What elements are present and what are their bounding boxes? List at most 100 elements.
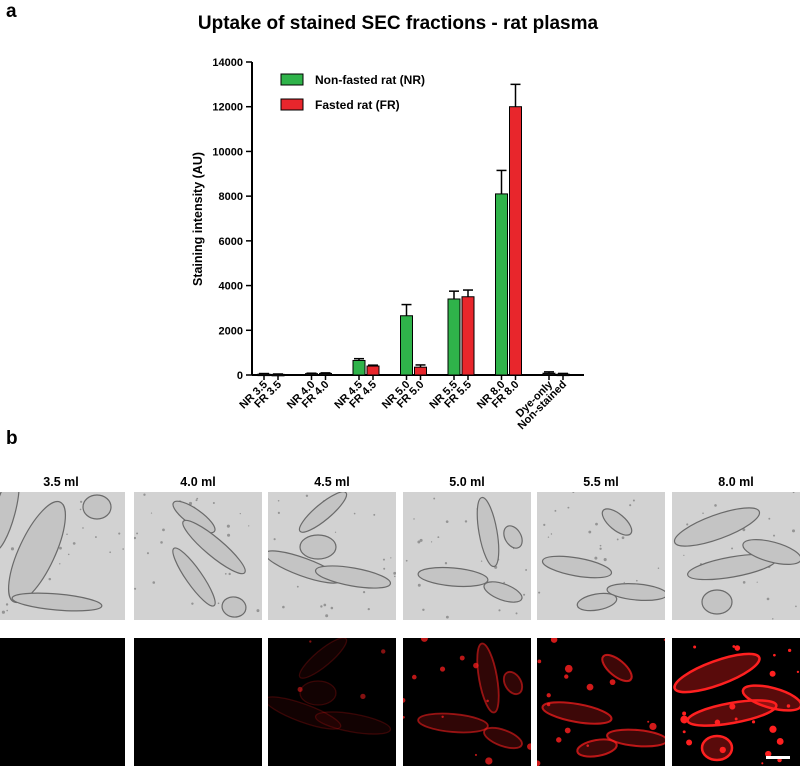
- debris-dot: [5, 603, 9, 606]
- debris-dot: [59, 546, 62, 550]
- fluorescence-drawing: [0, 638, 125, 766]
- debris-dot: [212, 502, 215, 505]
- cell-outline: [673, 507, 761, 547]
- stained-cell: [541, 701, 613, 725]
- stained-particle: [486, 699, 489, 703]
- debris-dot: [444, 562, 448, 565]
- debris-dot: [437, 536, 440, 539]
- debris-dot: [572, 492, 575, 494]
- column-label: 5.0 ml: [449, 475, 485, 489]
- chart-legend: Non-fasted rat (NR) Fasted rat (FR): [280, 73, 425, 112]
- stained-particle: [403, 697, 406, 703]
- chart-title: Uptake of stained SEC fractions - rat pl…: [198, 13, 599, 34]
- column-label: 5.5 ml: [583, 475, 619, 489]
- debris-dot: [405, 559, 408, 562]
- debris-dot: [394, 575, 396, 578]
- debris-dot: [603, 558, 607, 562]
- debris-dot: [515, 612, 518, 615]
- debris-dot: [632, 499, 635, 502]
- debris-dot: [1, 610, 5, 614]
- debris-dot: [503, 581, 506, 584]
- fluorescence-image: [0, 638, 125, 766]
- stained-particle: [732, 645, 736, 648]
- bar: [400, 315, 413, 376]
- stained-cell: [298, 638, 348, 679]
- debris-dot: [134, 536, 137, 540]
- cell-outline: [8, 500, 66, 604]
- debris-dot: [217, 602, 220, 605]
- debris-dot: [122, 548, 124, 550]
- stained-cell: [576, 738, 618, 758]
- debris-dot: [80, 500, 83, 503]
- brightfield-drawing: [134, 493, 260, 618]
- debris-dot: [195, 499, 198, 502]
- y-tick-label: 8000: [219, 191, 243, 203]
- debris-dot: [118, 532, 121, 535]
- debris-dot: [433, 497, 436, 500]
- debris-dot: [10, 547, 15, 551]
- legend-label: Fasted rat (FR): [315, 98, 400, 112]
- stained-particle: [527, 743, 531, 750]
- stained-particle: [787, 648, 792, 653]
- stained-cell: [741, 684, 800, 712]
- cell-outline: [299, 534, 337, 560]
- debris-dot: [109, 551, 112, 554]
- debris-dot: [742, 581, 746, 584]
- debris-dot: [59, 563, 61, 565]
- debris-dot: [196, 497, 199, 500]
- debris-dot: [773, 534, 776, 537]
- stained-particle: [474, 753, 478, 757]
- debris-dot: [550, 533, 553, 535]
- stained-particle: [564, 674, 569, 679]
- debris-dot: [795, 605, 797, 608]
- debris-dot: [594, 556, 598, 560]
- bar: [509, 106, 522, 376]
- cell-outline: [417, 566, 489, 588]
- cell-outline: [314, 565, 392, 589]
- fluorescence-drawing: [537, 638, 665, 766]
- stained-particle: [297, 686, 303, 692]
- stained-cell: [483, 726, 523, 750]
- debris-dot: [756, 581, 758, 583]
- debris-dot: [277, 499, 280, 502]
- stained-particle: [564, 664, 573, 673]
- debris-dot: [383, 567, 386, 570]
- panel-a-label: a: [6, 1, 17, 22]
- y-tick-label: 0: [237, 370, 243, 382]
- debris-dot: [48, 577, 52, 581]
- stained-particle: [765, 750, 772, 758]
- debris-dot: [323, 603, 327, 607]
- fluorescence-image: [537, 638, 665, 766]
- stained-particle: [761, 762, 764, 765]
- debris-dot: [419, 538, 423, 542]
- cell-outline: [606, 583, 665, 601]
- debris-dot: [629, 504, 632, 507]
- cell-outline: [11, 592, 103, 612]
- brightfield-drawing: [0, 492, 124, 614]
- debris-dot: [768, 517, 771, 520]
- cell-outline: [483, 581, 523, 603]
- stained-particle: [649, 722, 657, 731]
- brightfield-image: [672, 492, 800, 620]
- cell-outline: [221, 596, 247, 618]
- cell-outline: [601, 508, 633, 536]
- stained-particle: [360, 693, 366, 700]
- stained-cell: [673, 652, 761, 694]
- stained-particle: [773, 653, 776, 657]
- panel-b-label: b: [6, 428, 18, 449]
- stained-particle: [412, 674, 417, 680]
- debris-dot: [464, 520, 468, 523]
- debris-dot: [382, 558, 385, 561]
- stained-particle: [734, 645, 741, 651]
- stained-particle: [682, 711, 687, 716]
- brightfield-image: [134, 492, 262, 620]
- debris-dot: [543, 523, 546, 526]
- fluorescence-image: [134, 638, 262, 766]
- brightfield-drawing: [405, 496, 528, 619]
- debris-dot: [373, 513, 376, 516]
- debris-dot: [567, 506, 570, 509]
- debris-dot: [162, 528, 165, 532]
- stained-particle: [564, 727, 571, 734]
- debris-dot: [224, 572, 227, 575]
- debris-dot: [248, 525, 250, 527]
